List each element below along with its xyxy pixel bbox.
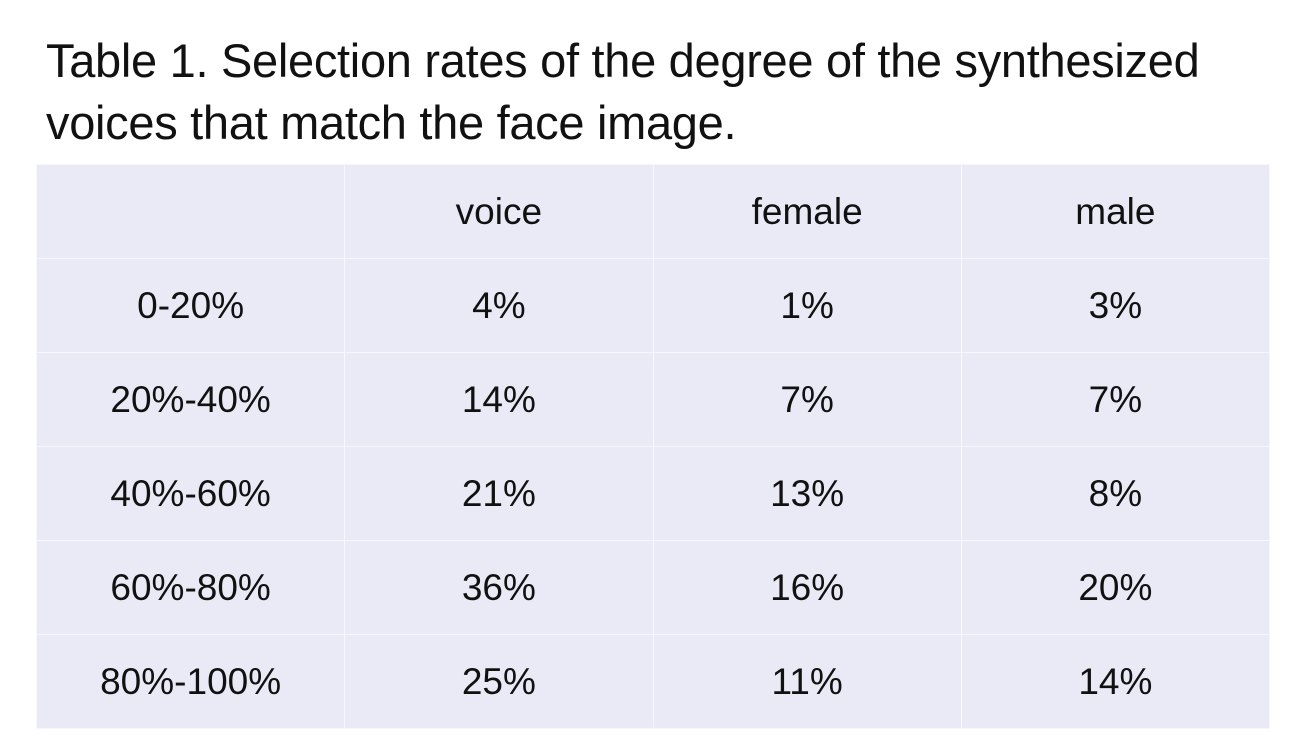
voice-cell: 14% bbox=[344, 352, 654, 447]
table-row: 0-20% 4% 1% 3% bbox=[35, 258, 1271, 353]
row-label: 20%-40% bbox=[35, 352, 346, 447]
voice-cell: 25% bbox=[344, 634, 654, 729]
male-cell: 3% bbox=[960, 258, 1271, 353]
voice-cell: 4% bbox=[344, 258, 654, 353]
voice-cell: 36% bbox=[344, 540, 654, 635]
female-cell: 7% bbox=[652, 352, 962, 447]
voice-cell: 21% bbox=[344, 446, 654, 541]
male-cell: 8% bbox=[960, 446, 1271, 541]
header-empty-cell bbox=[35, 164, 346, 259]
row-label: 80%-100% bbox=[35, 634, 346, 729]
caption-line-1: Table 1. Selection rates of the degree o… bbox=[46, 34, 1200, 87]
male-cell: 14% bbox=[960, 634, 1271, 729]
table-row: 20%-40% 14% 7% 7% bbox=[35, 352, 1271, 447]
table-row: 80%-100% 25% 11% 14% bbox=[35, 634, 1271, 729]
female-cell: 1% bbox=[652, 258, 962, 353]
header-female: female bbox=[652, 164, 962, 259]
caption-line-2: voices that match the face image. bbox=[46, 96, 737, 149]
row-label: 60%-80% bbox=[35, 540, 346, 635]
male-cell: 20% bbox=[960, 540, 1271, 635]
male-cell: 7% bbox=[960, 352, 1271, 447]
table-caption: Table 1. Selection rates of the degree o… bbox=[46, 30, 1296, 154]
table-row: 40%-60% 21% 13% 8% bbox=[35, 446, 1271, 541]
row-label: 40%-60% bbox=[35, 446, 346, 541]
header-male: male bbox=[960, 164, 1271, 259]
table-row: 60%-80% 36% 16% 20% bbox=[35, 540, 1271, 635]
row-label: 0-20% bbox=[35, 258, 346, 353]
table-header-row: voice female male bbox=[35, 164, 1271, 259]
results-table: voice female male 0-20% 4% 1% 3% 20%-40%… bbox=[35, 164, 1271, 729]
female-cell: 16% bbox=[652, 540, 962, 635]
female-cell: 11% bbox=[652, 634, 962, 729]
female-cell: 13% bbox=[652, 446, 962, 541]
header-voice: voice bbox=[344, 164, 654, 259]
